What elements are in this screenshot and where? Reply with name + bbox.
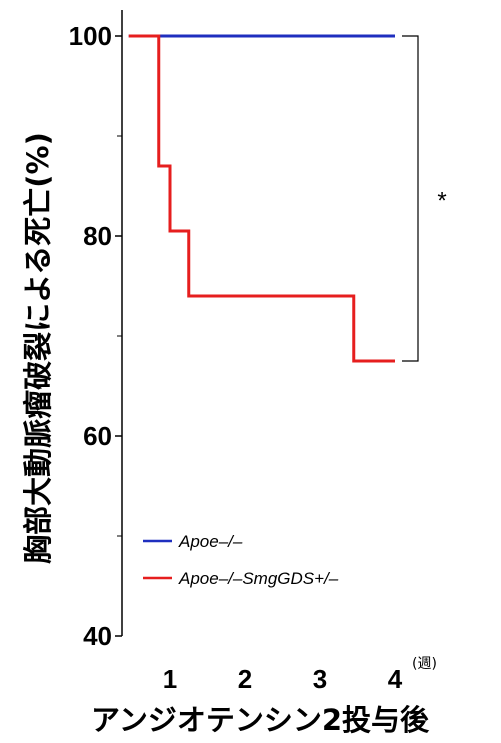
x-unit-label: (週) bbox=[412, 656, 437, 672]
x-axis-label: アンジオテンシン2投与後 bbox=[91, 703, 430, 737]
y-tick-label: 100 bbox=[69, 21, 112, 51]
legend: Apoe–/– Apoe–/–SmgGDS+/– bbox=[143, 532, 339, 588]
y-tick-label: 80 bbox=[83, 221, 112, 251]
significance-star: * bbox=[437, 188, 446, 215]
y-ticks: 40 60 80 100 bbox=[69, 21, 122, 651]
significance-annotation: * bbox=[402, 35, 447, 362]
x-tick-label: 4 bbox=[388, 664, 403, 694]
x-ticks: 1 2 3 4 bbox=[163, 664, 403, 694]
significance-bracket bbox=[402, 35, 419, 362]
series-line-2 bbox=[128, 34, 395, 363]
x-tick-label: 3 bbox=[313, 664, 327, 694]
x-tick-label: 1 bbox=[163, 664, 177, 694]
y-tick-label: 60 bbox=[83, 421, 112, 451]
legend-label-1: Apoe–/– bbox=[178, 532, 243, 551]
x-tick-label: 2 bbox=[238, 664, 252, 694]
y-tick-label: 40 bbox=[83, 621, 112, 651]
y-axis-label: 胸部大動脈瘤破裂による死亡(%) bbox=[21, 132, 55, 564]
legend-label-2: Apoe–/–SmgGDS+/– bbox=[178, 569, 339, 588]
series-lines bbox=[128, 34, 395, 363]
